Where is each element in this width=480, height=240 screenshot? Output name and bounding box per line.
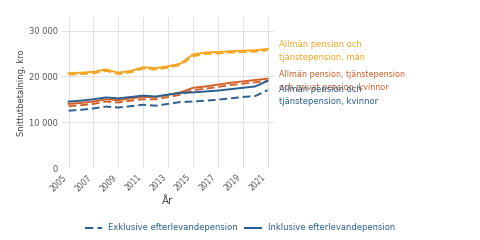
- Legend: Exklusive efterlevandepension, Inklusive efterlevandepension: Exklusive efterlevandepension, Inklusive…: [82, 220, 398, 236]
- Y-axis label: Snittutbetalning, kro: Snittutbetalning, kro: [17, 49, 26, 136]
- Text: Allmän pension och
tjänstepension, män: Allmän pension och tjänstepension, män: [278, 40, 365, 62]
- Text: Allmän pension och
tjänstepension, kvinnor: Allmän pension och tjänstepension, kvinn…: [278, 85, 378, 106]
- X-axis label: År: År: [162, 196, 174, 206]
- Text: Allmän pension, tjänstepension
och privat pension, kvinnor: Allmän pension, tjänstepension och priva…: [278, 70, 405, 92]
